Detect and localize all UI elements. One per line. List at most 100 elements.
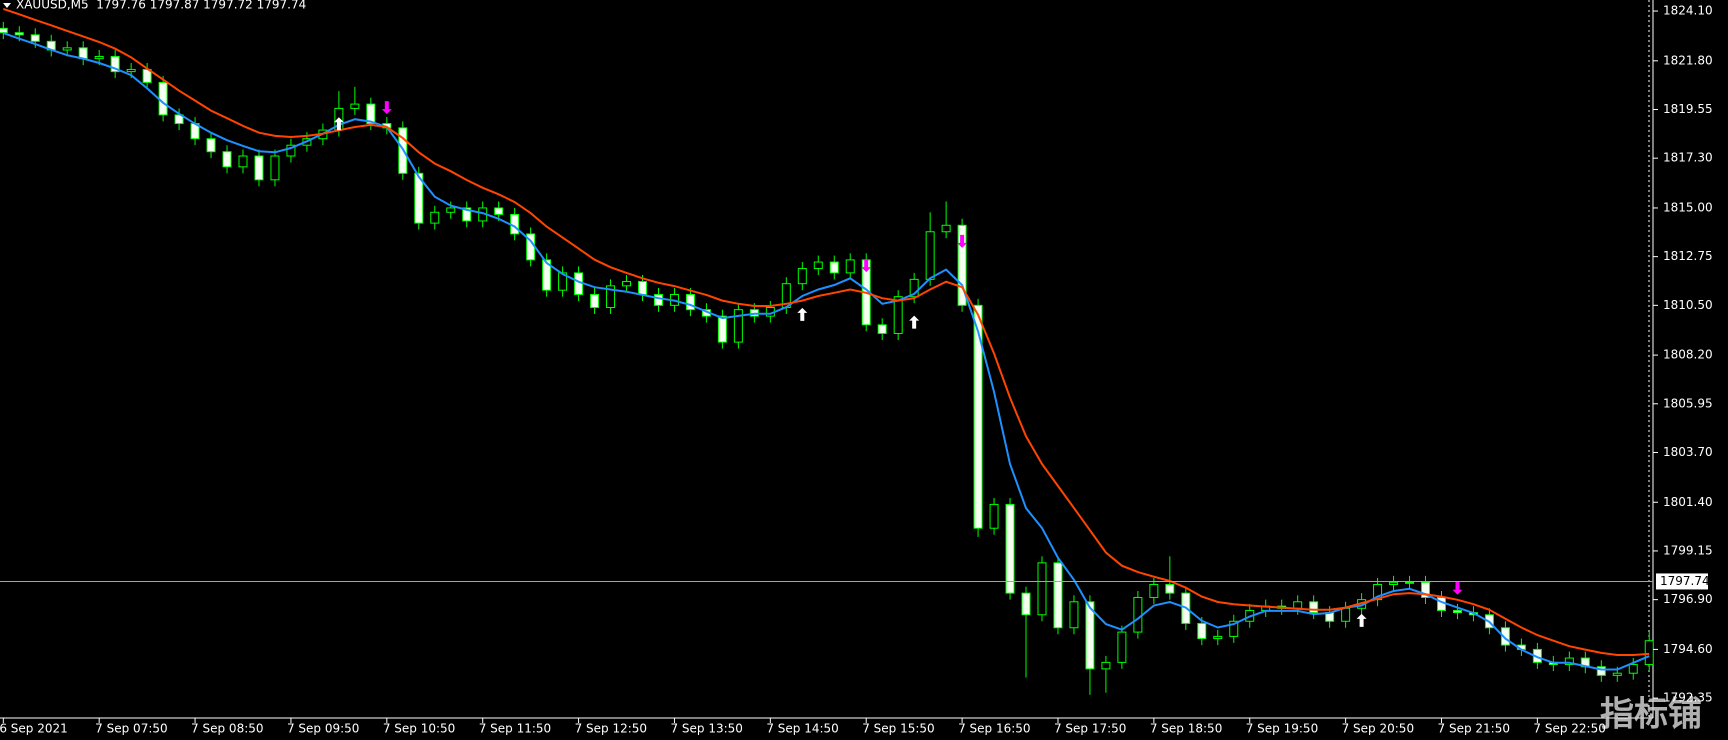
buy-arrow — [797, 307, 808, 321]
x-tick-label: 7 Sep 15:50 — [862, 722, 934, 736]
candle-body — [1293, 601, 1303, 609]
y-tick-label: 1812.75 — [1663, 249, 1713, 263]
y-tick-label: 1817.30 — [1663, 151, 1713, 165]
candle-body — [62, 47, 72, 51]
candle-body — [14, 32, 24, 36]
candle-body — [813, 261, 823, 270]
candle-body — [0, 27, 8, 34]
candle-body — [1053, 562, 1063, 629]
y-tick-label: 1805.95 — [1663, 396, 1713, 410]
x-tick-label: 7 Sep 07:50 — [95, 722, 167, 736]
candle-body — [1085, 601, 1095, 670]
candle-body — [1389, 581, 1399, 585]
plot-area — [0, 7, 1654, 695]
y-tick-label: 1801.40 — [1663, 495, 1713, 509]
candle-body — [1564, 657, 1574, 666]
y-tick-label: 1819.55 — [1663, 102, 1713, 116]
candle-body — [653, 294, 663, 306]
sell-arrow — [381, 101, 392, 115]
candle-body — [1149, 583, 1159, 598]
sell-arrow — [957, 234, 968, 248]
candle-body — [1309, 601, 1319, 614]
candle-body — [606, 285, 616, 308]
candle-body — [733, 309, 743, 343]
candle-body — [494, 207, 504, 215]
candle-body — [1005, 503, 1015, 594]
candle-body — [797, 268, 807, 285]
x-tick-label: 7 Sep 09:50 — [287, 722, 359, 736]
candle-body — [1069, 601, 1079, 629]
watermark: 指标铺 — [1600, 695, 1702, 735]
candle-body — [1500, 627, 1510, 646]
y-tick-label: 1794.60 — [1663, 642, 1713, 656]
candle-body — [1117, 631, 1127, 663]
header-icon — [3, 3, 11, 8]
candle-body — [126, 68, 136, 73]
buy-arrow — [909, 315, 920, 329]
candle-body — [1101, 661, 1111, 670]
y-tick-label: 1808.20 — [1663, 348, 1713, 362]
candle-body — [238, 155, 248, 168]
y-tick-label: 1810.50 — [1663, 298, 1713, 312]
candle-body — [973, 304, 983, 529]
candle-body — [622, 281, 632, 287]
candle-body — [877, 324, 887, 334]
candle-body — [909, 278, 919, 298]
candle-body — [1644, 640, 1654, 666]
candle-body — [925, 231, 935, 280]
candle-body — [1197, 622, 1207, 640]
x-tick-label: 7 Sep 21:50 — [1438, 722, 1510, 736]
candle-body — [845, 259, 855, 274]
candle-body — [1628, 664, 1638, 674]
candle-body — [893, 296, 903, 334]
candle-body — [1021, 592, 1031, 616]
y-tick-label: 1815.00 — [1663, 200, 1713, 214]
x-tick-label: 7 Sep 16:50 — [958, 722, 1030, 736]
candle-body — [941, 224, 951, 233]
x-tick-label: 7 Sep 14:50 — [766, 722, 838, 736]
candle-body — [1596, 666, 1606, 676]
candle-body — [158, 81, 168, 116]
candle-body — [1037, 562, 1047, 616]
buy-arrow — [333, 117, 344, 131]
candle-body — [1229, 620, 1239, 637]
x-tick-label: 7 Sep 12:50 — [575, 722, 647, 736]
candle-body — [685, 294, 695, 311]
candle-body — [1341, 607, 1351, 622]
buy-arrow — [1356, 613, 1367, 627]
candle-body — [1213, 635, 1223, 640]
candle-body — [414, 172, 424, 224]
candle-body — [94, 55, 104, 60]
x-tick-label: 7 Sep 08:50 — [191, 722, 263, 736]
moving-average-line — [2, 7, 1650, 656]
candle-body — [462, 207, 472, 222]
candle-body — [286, 144, 296, 157]
candle-body — [366, 103, 376, 125]
candle-body — [829, 261, 839, 274]
candle-body — [30, 34, 40, 42]
candle-body — [1133, 596, 1143, 633]
candle-body — [270, 155, 280, 181]
y-tick-label: 1799.15 — [1663, 543, 1713, 557]
x-tick-label: 7 Sep 11:50 — [479, 722, 551, 736]
sell-arrow — [861, 259, 872, 273]
x-tick-label: 6 Sep 2021 — [0, 722, 68, 736]
x-tick-label: 7 Sep 10:50 — [383, 722, 455, 736]
x-tick-label: 7 Sep 19:50 — [1246, 722, 1318, 736]
candle-body — [1421, 581, 1431, 598]
candle-body — [590, 294, 600, 308]
x-tick-label: 7 Sep 20:50 — [1342, 722, 1414, 736]
x-tick-label: 7 Sep 22:50 — [1533, 722, 1605, 736]
candle-body — [206, 138, 216, 153]
y-tick-label: 1792.35 — [1663, 691, 1713, 705]
candle-body — [989, 503, 999, 529]
moving-average-line — [2, 32, 1650, 671]
y-tick-label: 1803.70 — [1663, 445, 1713, 459]
candle-body — [110, 55, 120, 73]
y-tick-label: 1824.10 — [1663, 4, 1713, 18]
candle-body — [1612, 672, 1622, 676]
candle-body — [1405, 581, 1415, 584]
